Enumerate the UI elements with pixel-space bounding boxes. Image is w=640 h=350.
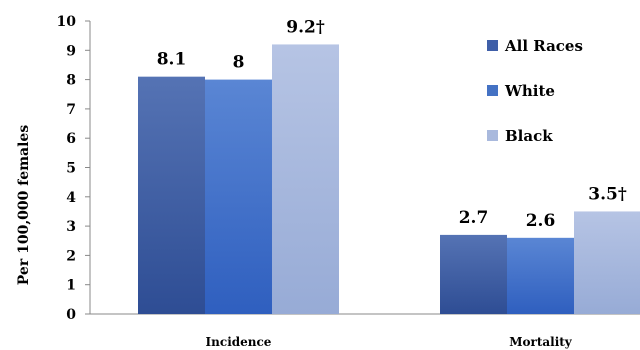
data-label: 3.5† (588, 184, 627, 204)
bar-white-incidence (205, 79, 272, 314)
data-label: 8.1 (157, 50, 187, 70)
legend-swatch (487, 130, 498, 141)
y-tick-label: 5 (66, 161, 76, 177)
y-tick-label: 10 (57, 14, 77, 30)
data-label: 8 (233, 53, 245, 73)
legend: All Races White Black (487, 37, 583, 145)
y-tick-label: 0 (66, 307, 76, 323)
x-category-label: Mortality (509, 335, 573, 349)
y-tick-label: 6 (66, 131, 76, 147)
y-tick-label: 3 (66, 219, 76, 235)
legend-label: Black (505, 127, 553, 145)
bar-all-races-mortality (440, 234, 507, 314)
data-labels-group: 8.1 8 9.2† 2.7 2.6 3.5† (157, 17, 627, 230)
bar-all-races-incidence (138, 76, 205, 314)
bars-group (138, 44, 640, 314)
y-tick-label: 9 (66, 43, 76, 59)
y-tick-label: 7 (66, 102, 76, 118)
data-label: 2.7 (459, 208, 489, 228)
data-label: 9.2† (286, 17, 325, 37)
data-label: 2.6 (526, 211, 556, 231)
y-tick-label: 8 (66, 73, 76, 89)
y-tick-label: 4 (66, 190, 76, 206)
bar-black-incidence (272, 44, 339, 314)
bar-white-mortality (507, 237, 574, 314)
legend-label: All Races (504, 37, 583, 55)
legend-swatch (487, 85, 498, 96)
y-tick-label: 1 (66, 278, 76, 294)
bar-black-mortality (574, 211, 640, 314)
legend-label: White (504, 82, 555, 100)
legend-swatch (487, 40, 498, 51)
y-tick-label: 2 (66, 248, 76, 264)
y-axis-label: Per 100,000 females (16, 125, 32, 286)
x-category-label: Incidence (206, 335, 272, 349)
